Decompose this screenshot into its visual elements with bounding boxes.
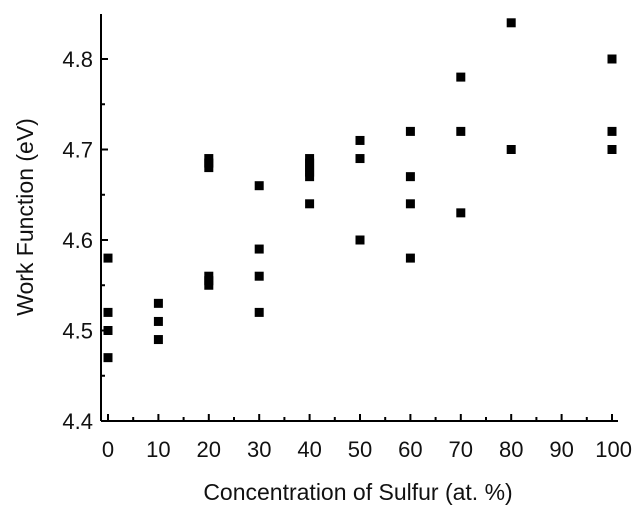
y-axis-title: Work Function (eV) (12, 118, 38, 316)
data-point (103, 307, 113, 317)
data-point (305, 158, 315, 168)
data-point (204, 280, 214, 290)
x-tick-label: 0 (102, 437, 114, 462)
data-point (607, 145, 617, 154)
y-tick-label: 4.4 (62, 409, 93, 434)
data-point (153, 316, 163, 326)
x-axis-title: Concentration of Sulfur (at. %) (203, 479, 512, 505)
data-point (153, 298, 163, 308)
data-point (204, 154, 214, 164)
x-tick-label: 20 (197, 437, 221, 462)
data-point (506, 145, 516, 154)
data-point (405, 126, 415, 136)
data-point (204, 163, 214, 173)
data-point (103, 353, 113, 363)
data-point (204, 276, 214, 286)
data-point (405, 253, 415, 263)
x-tick-label: 70 (449, 437, 473, 462)
data-point (305, 163, 315, 173)
x-ticks: 0 10 20 30 40 50 60 70 80 90 100 (102, 414, 632, 462)
data-point (456, 72, 466, 82)
data-point (204, 158, 214, 168)
data-point (305, 172, 315, 182)
x-tick-label: 30 (247, 437, 271, 462)
data-point (355, 235, 365, 245)
data-point (456, 126, 466, 136)
x-tick-label: 90 (549, 437, 573, 462)
data-point (607, 126, 617, 136)
x-tick-label: 50 (348, 437, 372, 462)
data-point (405, 199, 415, 209)
data-point (153, 335, 163, 345)
axes (100, 14, 618, 422)
y-tick-label: 4.6 (62, 228, 93, 253)
data-point (405, 172, 415, 182)
x-tick-label: 10 (146, 437, 170, 462)
data-point (355, 135, 365, 145)
y-ticks: 4.4 4.5 4.6 4.7 4.8 (62, 47, 108, 434)
data-point (456, 208, 466, 218)
data-points (103, 18, 617, 363)
y-tick-label: 4.7 (62, 138, 93, 163)
x-tick-label: 40 (297, 437, 321, 462)
data-point (506, 18, 516, 28)
data-point (204, 271, 214, 281)
data-point (305, 167, 315, 177)
data-point (254, 244, 264, 254)
data-point (254, 271, 264, 281)
data-point (305, 199, 315, 209)
data-point (254, 307, 264, 317)
data-point (305, 154, 315, 164)
y-tick-label: 4.5 (62, 319, 93, 344)
data-point (103, 326, 113, 335)
x-tick-label: 60 (398, 437, 422, 462)
data-point (607, 54, 617, 64)
y-tick-label: 4.8 (62, 47, 93, 72)
data-point (355, 154, 365, 164)
data-point (103, 253, 113, 263)
data-point (254, 181, 264, 191)
x-tick-label: 80 (499, 437, 523, 462)
x-tick-label: 100 (595, 437, 632, 462)
